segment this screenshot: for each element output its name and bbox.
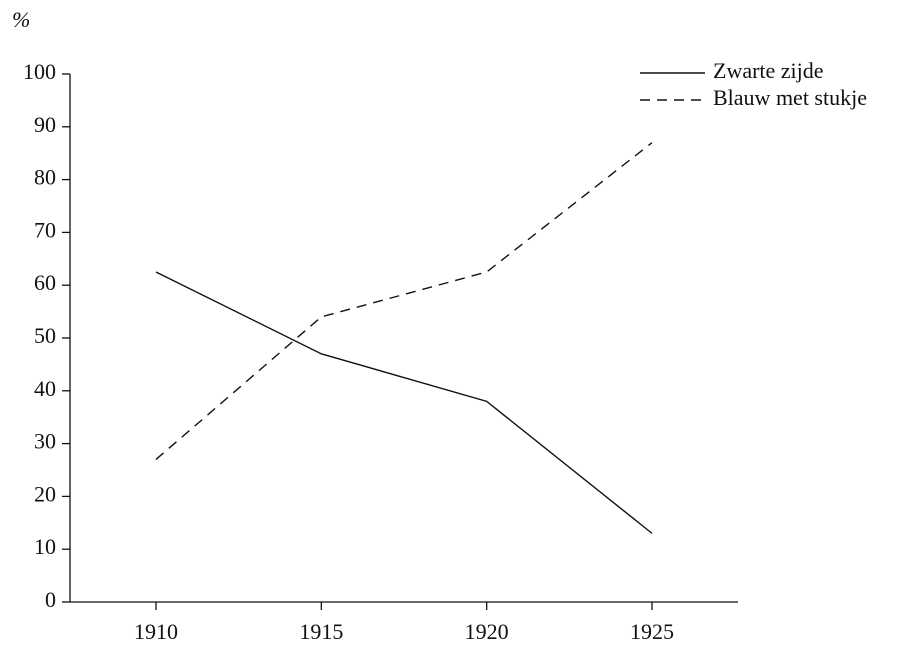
y-tick-label: 20 <box>34 481 56 506</box>
x-tick-label: 1910 <box>134 619 178 644</box>
y-tick-label: 30 <box>34 429 56 454</box>
y-tick-label: 0 <box>45 587 56 612</box>
y-tick-label: 90 <box>34 112 56 137</box>
y-tick-label: 100 <box>23 59 56 84</box>
x-tick-label: 1925 <box>630 619 674 644</box>
y-tick-label: 10 <box>34 534 56 559</box>
legend-label: Blauw met stukje <box>713 85 867 110</box>
y-axis-label: % <box>12 7 30 32</box>
legend-label: Zwarte zijde <box>713 58 824 83</box>
x-tick-label: 1920 <box>465 619 509 644</box>
y-tick-label: 60 <box>34 270 56 295</box>
y-tick-label: 50 <box>34 323 56 348</box>
y-tick-label: 80 <box>34 165 56 190</box>
series-line <box>155 142 653 460</box>
series-line <box>155 271 653 534</box>
y-tick-label: 70 <box>34 217 56 242</box>
y-tick-label: 40 <box>34 376 56 401</box>
x-tick-label: 1915 <box>299 619 343 644</box>
